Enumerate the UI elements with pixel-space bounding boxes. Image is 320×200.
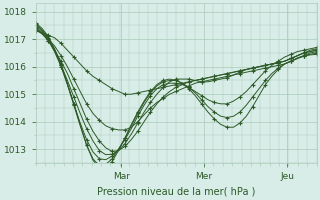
X-axis label: Pression niveau de la mer( hPa ): Pression niveau de la mer( hPa )	[97, 187, 255, 197]
